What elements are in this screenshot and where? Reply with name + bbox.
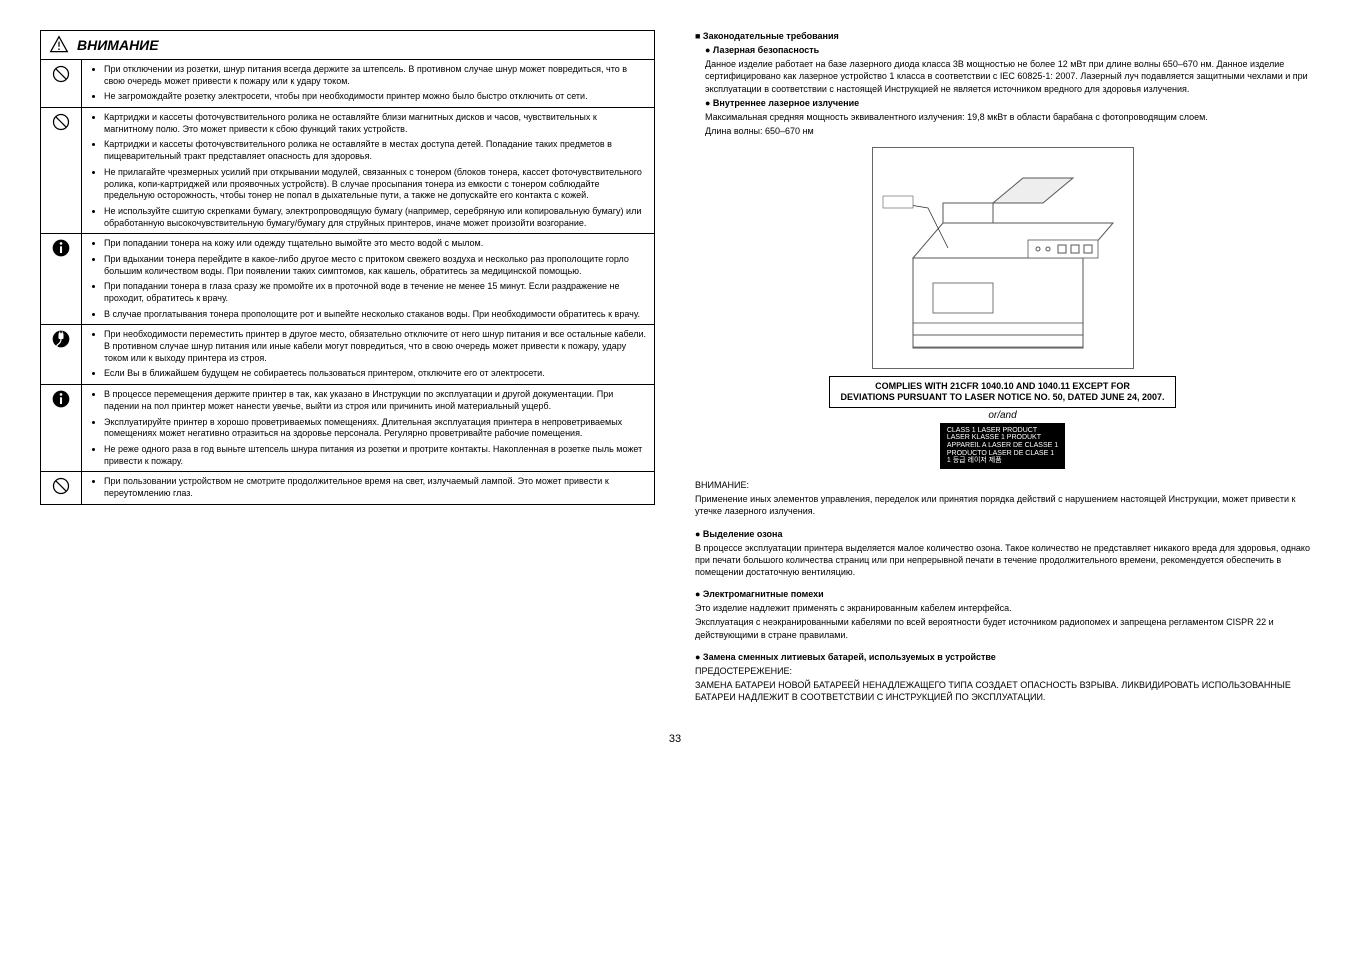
page-content: ВНИМАНИЕ При отключении из розетки, шнур… [40, 30, 1310, 713]
ozone-block: ● Выделение озона В процессе эксплуатаци… [695, 528, 1310, 579]
class-label-line: PRODUCTO LASER DE CLASE 1 [947, 450, 1054, 457]
or-and-text: or/and [695, 410, 1310, 421]
prohibit-icon [41, 60, 82, 108]
warning-item: При попадании тонера в глаза сразу же пр… [104, 281, 648, 304]
emi-text2: Эксплуатация с неэкранированными кабелям… [695, 616, 1310, 640]
printer-figure: COMPLIES WITH 21CFR 1040.10 AND 1040.11 … [695, 147, 1310, 469]
warning-group: Картриджи и кассеты фоточувствительного … [82, 108, 655, 234]
emi-text1: Это изделие надлежит применять с экранир… [695, 602, 1310, 614]
warning-item: При пользовании устройством не смотрите … [104, 476, 648, 499]
attention-block: ВНИМАНИЕ: Применение иных элементов упра… [695, 479, 1310, 517]
ozone-text: В процессе эксплуатации принтера выделяе… [695, 542, 1310, 578]
warning-group: При необходимости переместить принтер в … [82, 325, 655, 385]
battery-text: ЗАМЕНА БАТАРЕИ НОВОЙ БАТАРЕЕЙ НЕНАДЛЕЖАЩ… [695, 679, 1310, 703]
laser-safety-text: Данное изделие работает на базе лазерног… [695, 58, 1310, 94]
internal-laser-text2: Длина волны: 650–670 нм [695, 125, 1310, 137]
warning-item: Не прилагайте чрезмерных усилий при откр… [104, 167, 648, 202]
internal-laser-heading: ● Внутреннее лазерное излучение [695, 97, 1310, 109]
warning-item: Не реже одного раза в год выньте штепсел… [104, 444, 648, 467]
laser-safety-heading: ● Лазерная безопасность [695, 44, 1310, 56]
mandatory-icon [41, 234, 82, 325]
warning-group: В процессе перемещения держите принтер в… [82, 385, 655, 472]
emi-heading: ● Электромагнитные помехи [695, 588, 1310, 600]
warning-item: В случае проглатывания тонера прополощит… [104, 309, 648, 321]
class-label-line: LASER KLASSE 1 PRODUKT [947, 434, 1041, 441]
battery-heading: ● Замена сменных литиевых батарей, испол… [695, 651, 1310, 663]
class-label-line: CLASS 1 LASER PRODUCT [947, 427, 1037, 434]
warning-group: При пользовании устройством не смотрите … [82, 472, 655, 504]
left-column: ВНИМАНИЕ При отключении из розетки, шнур… [40, 30, 655, 713]
class-label-line: 1 등급 레이저 제품 [947, 457, 1002, 464]
warning-triangle-icon [49, 35, 69, 55]
attention-text: Применение иных элементов управления, пе… [695, 493, 1310, 517]
mandatory-icon [41, 385, 82, 472]
warning-group: При отключении из розетки, шнур питания … [82, 60, 655, 108]
warning-group: При попадании тонера на кожу или одежду … [82, 234, 655, 325]
warning-item: При необходимости переместить принтер в … [104, 329, 648, 364]
compliance-line2: DEVIATIONS PURSUANT TO LASER NOTICE NO. … [840, 392, 1164, 402]
warning-item: Не загромождайте розетку электросети, чт… [104, 91, 648, 103]
warning-item: Не используйте сшитую скрепками бумагу, … [104, 206, 648, 229]
page-number: 33 [40, 733, 1310, 745]
class1-label: CLASS 1 LASER PRODUCT LASER KLASSE 1 PRO… [940, 423, 1065, 469]
right-column: ■ Законодательные требования ● Лазерная … [695, 30, 1310, 713]
attention-label: ВНИМАНИЕ: [695, 479, 1310, 491]
compliance-label: COMPLIES WITH 21CFR 1040.10 AND 1040.11 … [829, 376, 1175, 408]
prohibit-icon [41, 472, 82, 504]
internal-laser-text1: Максимальная средняя мощность эквивалент… [695, 111, 1310, 123]
warning-item: Картриджи и кассеты фоточувствительного … [104, 139, 648, 162]
regulatory-block: ■ Законодательные требования ● Лазерная … [695, 30, 1310, 137]
prohibit-icon [41, 108, 82, 234]
warning-item: В процессе перемещения держите принтер в… [104, 389, 648, 412]
warning-item: При вдыхании тонера перейдите в какое-ли… [104, 254, 648, 277]
battery-block: ● Замена сменных литиевых батарей, испол… [695, 651, 1310, 704]
emi-block: ● Электромагнитные помехи Это изделие на… [695, 588, 1310, 641]
battery-caution: ПРЕДОСТЕРЕЖЕНИЕ: [695, 665, 1310, 677]
warning-item: Эксплуатируйте принтер в хорошо проветри… [104, 417, 648, 440]
warning-table: При отключении из розетки, шнур питания … [40, 59, 655, 505]
class-label-line: APPAREIL A LASER DE CLASSE 1 [947, 442, 1058, 449]
ozone-heading: ● Выделение озона [695, 528, 1310, 540]
warning-item: Картриджи и кассеты фоточувствительного … [104, 112, 648, 135]
compliance-line1: COMPLIES WITH 21CFR 1040.10 AND 1040.11 … [875, 381, 1130, 391]
warning-title: ВНИМАНИЕ [77, 37, 159, 53]
warning-item: При попадании тонера на кожу или одежду … [104, 238, 648, 250]
warning-item: При отключении из розетки, шнур питания … [104, 64, 648, 87]
reg-heading: ■ Законодательные требования [695, 30, 1310, 42]
printer-illustration [872, 147, 1134, 369]
unplug-icon [41, 325, 82, 385]
warning-header: ВНИМАНИЕ [40, 30, 655, 59]
warning-item: Если Вы в ближайшем будущем не собираете… [104, 368, 648, 380]
